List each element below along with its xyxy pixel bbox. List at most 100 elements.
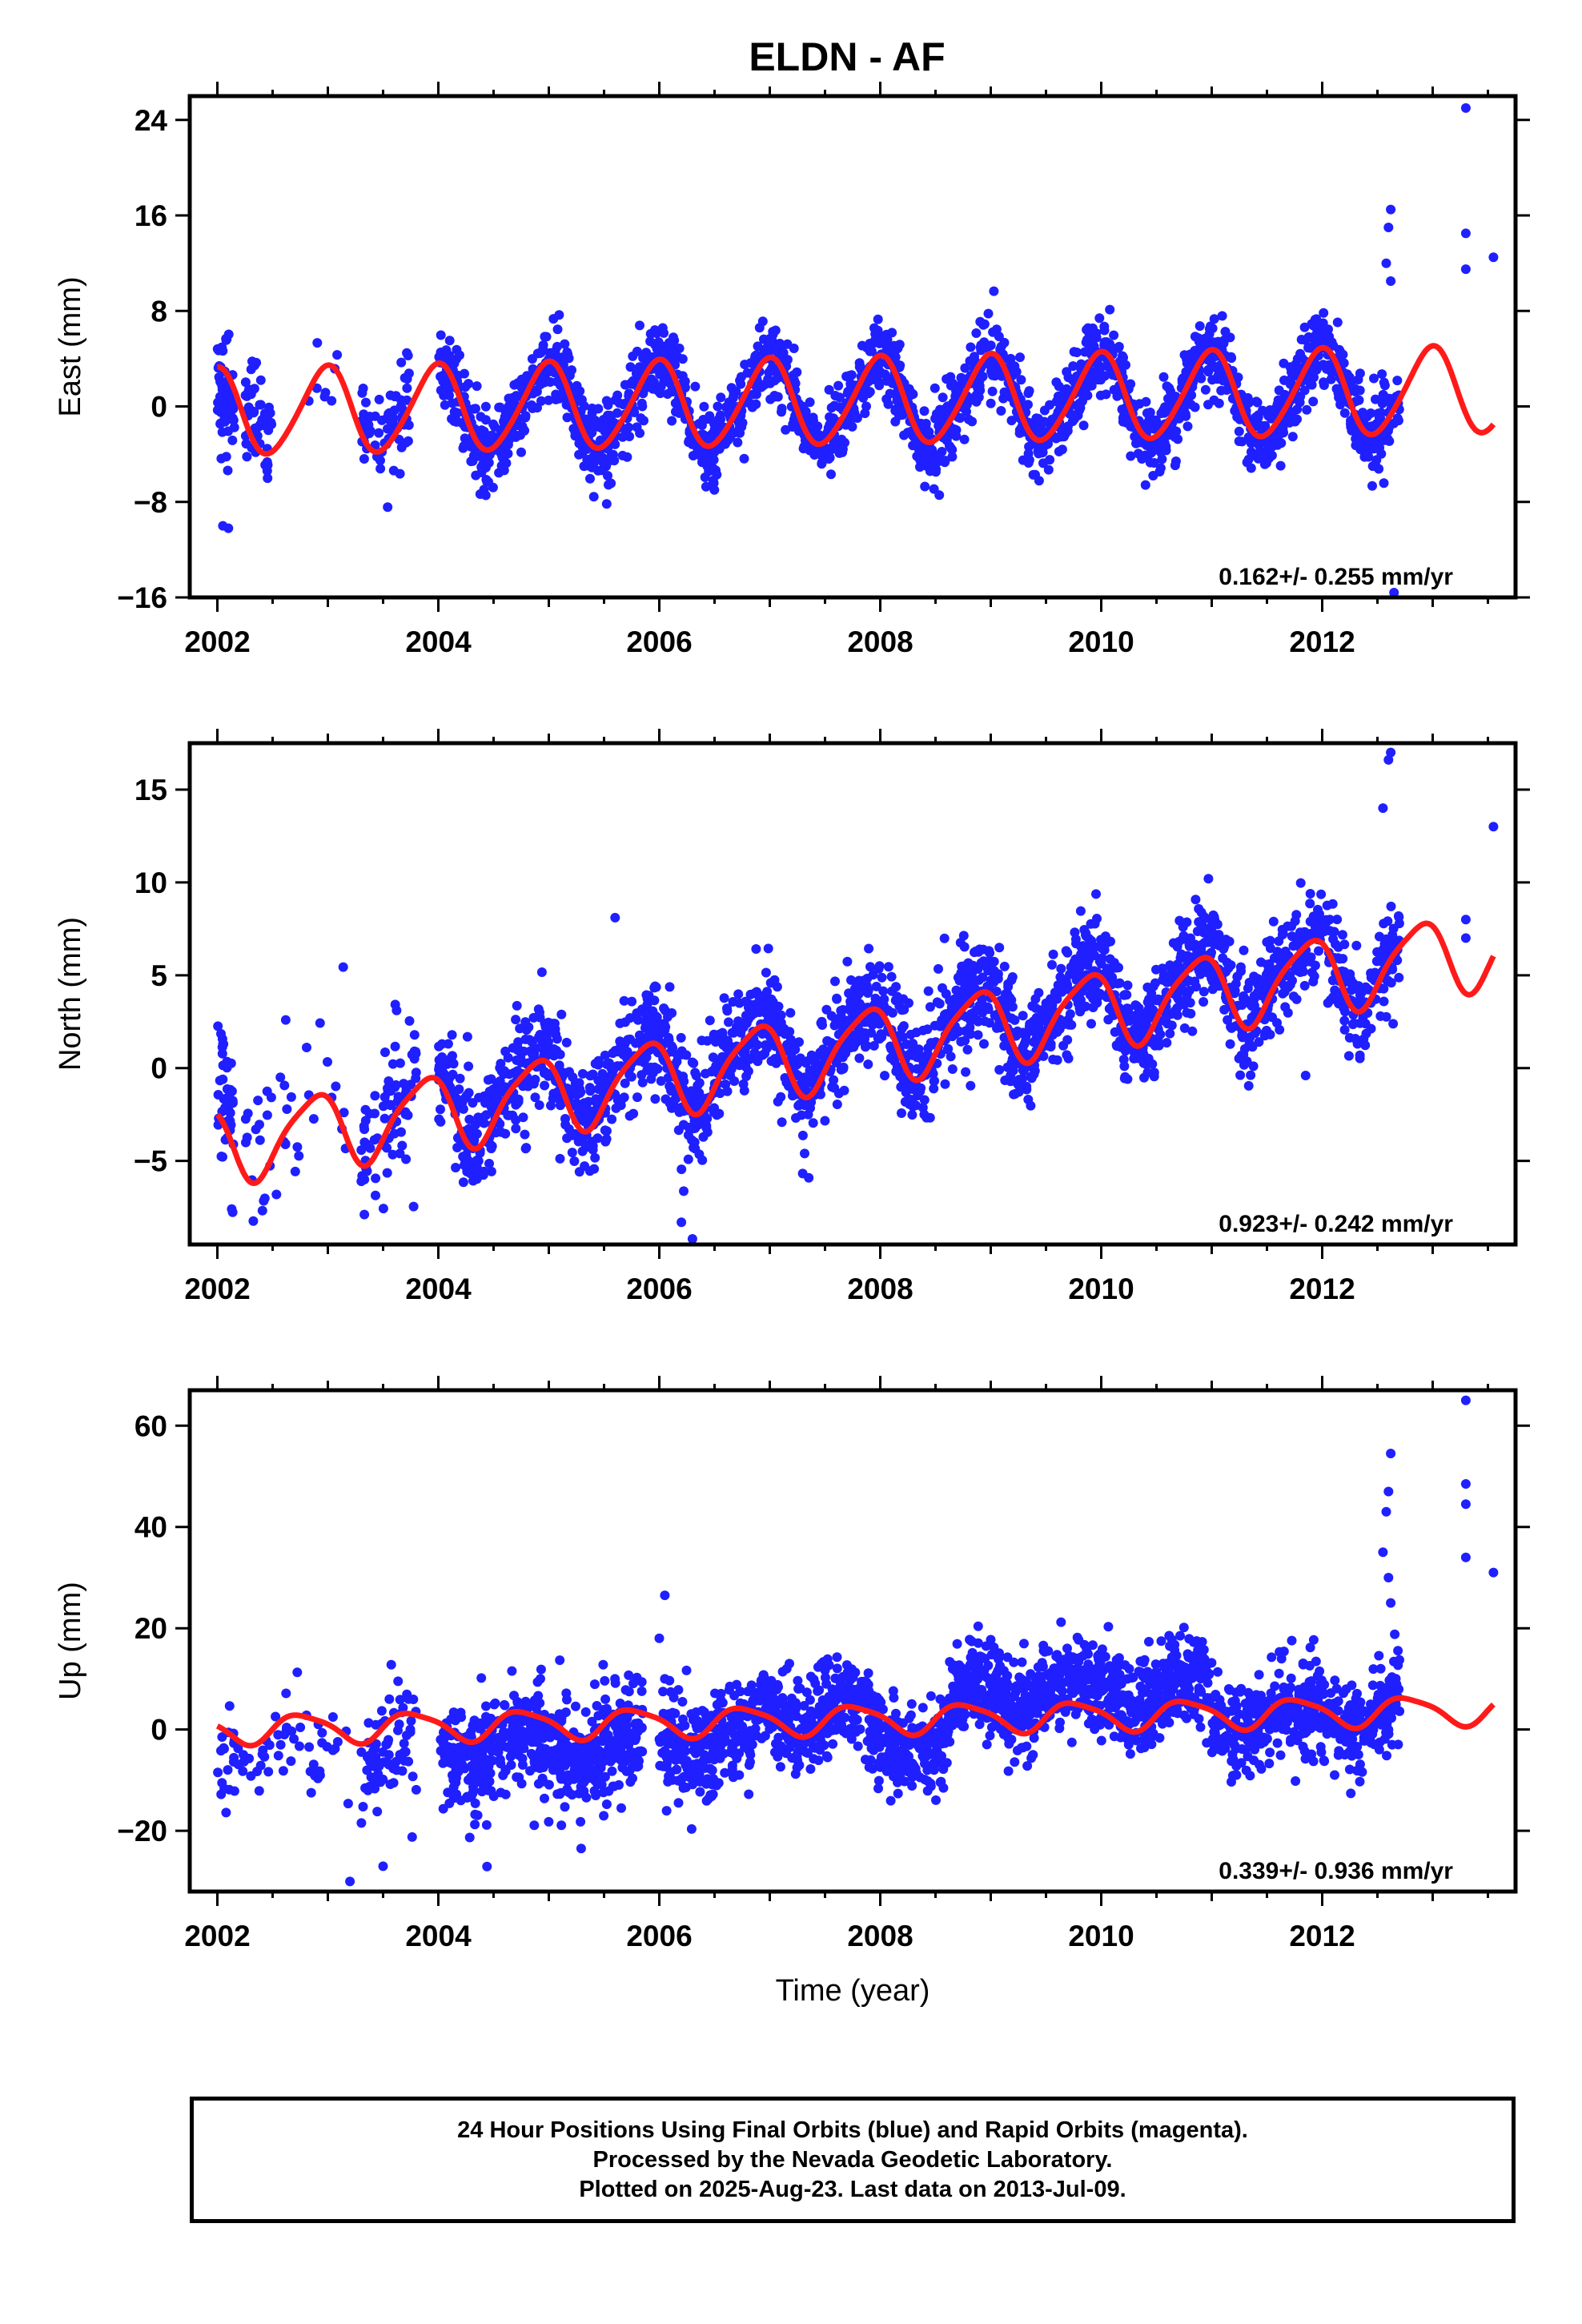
data-point	[874, 961, 885, 971]
data-point	[869, 1040, 879, 1051]
data-point	[775, 339, 785, 348]
data-point	[1339, 939, 1350, 950]
data-point	[1191, 895, 1201, 905]
data-point	[741, 1072, 752, 1081]
data-point	[664, 1032, 674, 1043]
data-point	[1315, 923, 1325, 933]
data-point	[1109, 330, 1119, 340]
data-point	[440, 400, 450, 410]
data-point	[1190, 332, 1200, 342]
data-point	[667, 384, 677, 395]
data-point	[620, 380, 630, 390]
data-point	[674, 344, 685, 353]
data-point	[960, 1035, 970, 1046]
data-point	[797, 1168, 808, 1179]
data-point	[262, 1110, 272, 1120]
data-point	[564, 353, 574, 364]
data-point	[604, 480, 613, 490]
data-point	[791, 1113, 801, 1123]
data-point	[934, 963, 943, 974]
data-point	[1199, 987, 1209, 997]
data-point	[625, 362, 636, 372]
data-point	[359, 454, 369, 464]
data-point	[458, 1177, 468, 1188]
data-point	[1200, 384, 1211, 395]
data-point	[1028, 469, 1038, 480]
data-point	[1149, 1068, 1159, 1078]
data-point	[1047, 959, 1057, 970]
data-point	[1257, 405, 1267, 416]
data-point	[1332, 317, 1343, 328]
data-point	[839, 1085, 849, 1096]
north-data-points	[213, 747, 1499, 1244]
data-point	[1392, 376, 1403, 386]
data-point	[540, 1030, 550, 1040]
data-point	[1338, 349, 1348, 360]
data-point	[370, 1091, 380, 1101]
data-point	[1352, 997, 1363, 1007]
data-point	[1212, 919, 1223, 930]
data-point	[512, 1000, 522, 1011]
data-point	[947, 452, 958, 462]
data-point	[1074, 398, 1085, 408]
data-point	[1303, 343, 1314, 353]
data-point	[564, 1124, 574, 1134]
data-point	[434, 1041, 444, 1051]
data-point	[460, 1154, 470, 1164]
data-point	[1145, 457, 1155, 468]
data-point	[967, 982, 978, 992]
data-point	[1191, 945, 1202, 955]
data-point	[1016, 375, 1026, 385]
data-point	[996, 406, 1006, 416]
data-point	[263, 415, 273, 425]
x-tick-label: 2004	[405, 625, 472, 658]
data-point	[455, 1073, 465, 1084]
data-point	[757, 316, 768, 327]
data-point	[1307, 928, 1316, 939]
data-point	[1126, 379, 1136, 389]
data-point	[1056, 963, 1066, 974]
data-point	[252, 431, 263, 441]
data-point	[580, 1139, 591, 1149]
data-point	[636, 413, 646, 424]
data-point	[391, 1080, 401, 1090]
data-point-outlier	[1381, 258, 1391, 268]
data-point	[683, 1130, 693, 1140]
data-point	[883, 1005, 893, 1015]
data-point	[1126, 451, 1136, 461]
data-point	[1363, 452, 1374, 462]
data-point	[593, 404, 604, 414]
data-point	[1043, 464, 1054, 475]
data-point	[744, 1003, 754, 1013]
data-point	[959, 434, 970, 444]
data-point	[1255, 452, 1265, 462]
data-point	[739, 453, 749, 464]
data-point	[646, 375, 656, 385]
data-point	[510, 1042, 520, 1052]
data-point	[1094, 313, 1105, 324]
data-point	[755, 1051, 765, 1061]
data-point	[1070, 954, 1081, 964]
data-point	[280, 1015, 291, 1025]
data-point	[1394, 972, 1404, 983]
data-point	[1353, 375, 1363, 384]
east-plot-frame	[187, 94, 1518, 600]
data-point	[1142, 997, 1153, 1007]
data-point	[1218, 953, 1228, 963]
data-point	[761, 1008, 771, 1018]
data-point	[818, 444, 829, 454]
data-point	[924, 427, 934, 437]
data-point	[724, 1017, 733, 1027]
data-point	[709, 1065, 720, 1076]
data-point	[1308, 365, 1319, 376]
data-point	[1260, 1027, 1271, 1038]
data-point	[486, 1166, 496, 1176]
data-point	[1237, 436, 1247, 447]
data-point	[1138, 1048, 1148, 1059]
data-point	[552, 324, 563, 335]
data-point	[1259, 459, 1270, 469]
data-point	[852, 413, 862, 423]
data-point	[679, 1186, 689, 1196]
data-point	[954, 1026, 964, 1036]
data-point	[1170, 1006, 1180, 1016]
